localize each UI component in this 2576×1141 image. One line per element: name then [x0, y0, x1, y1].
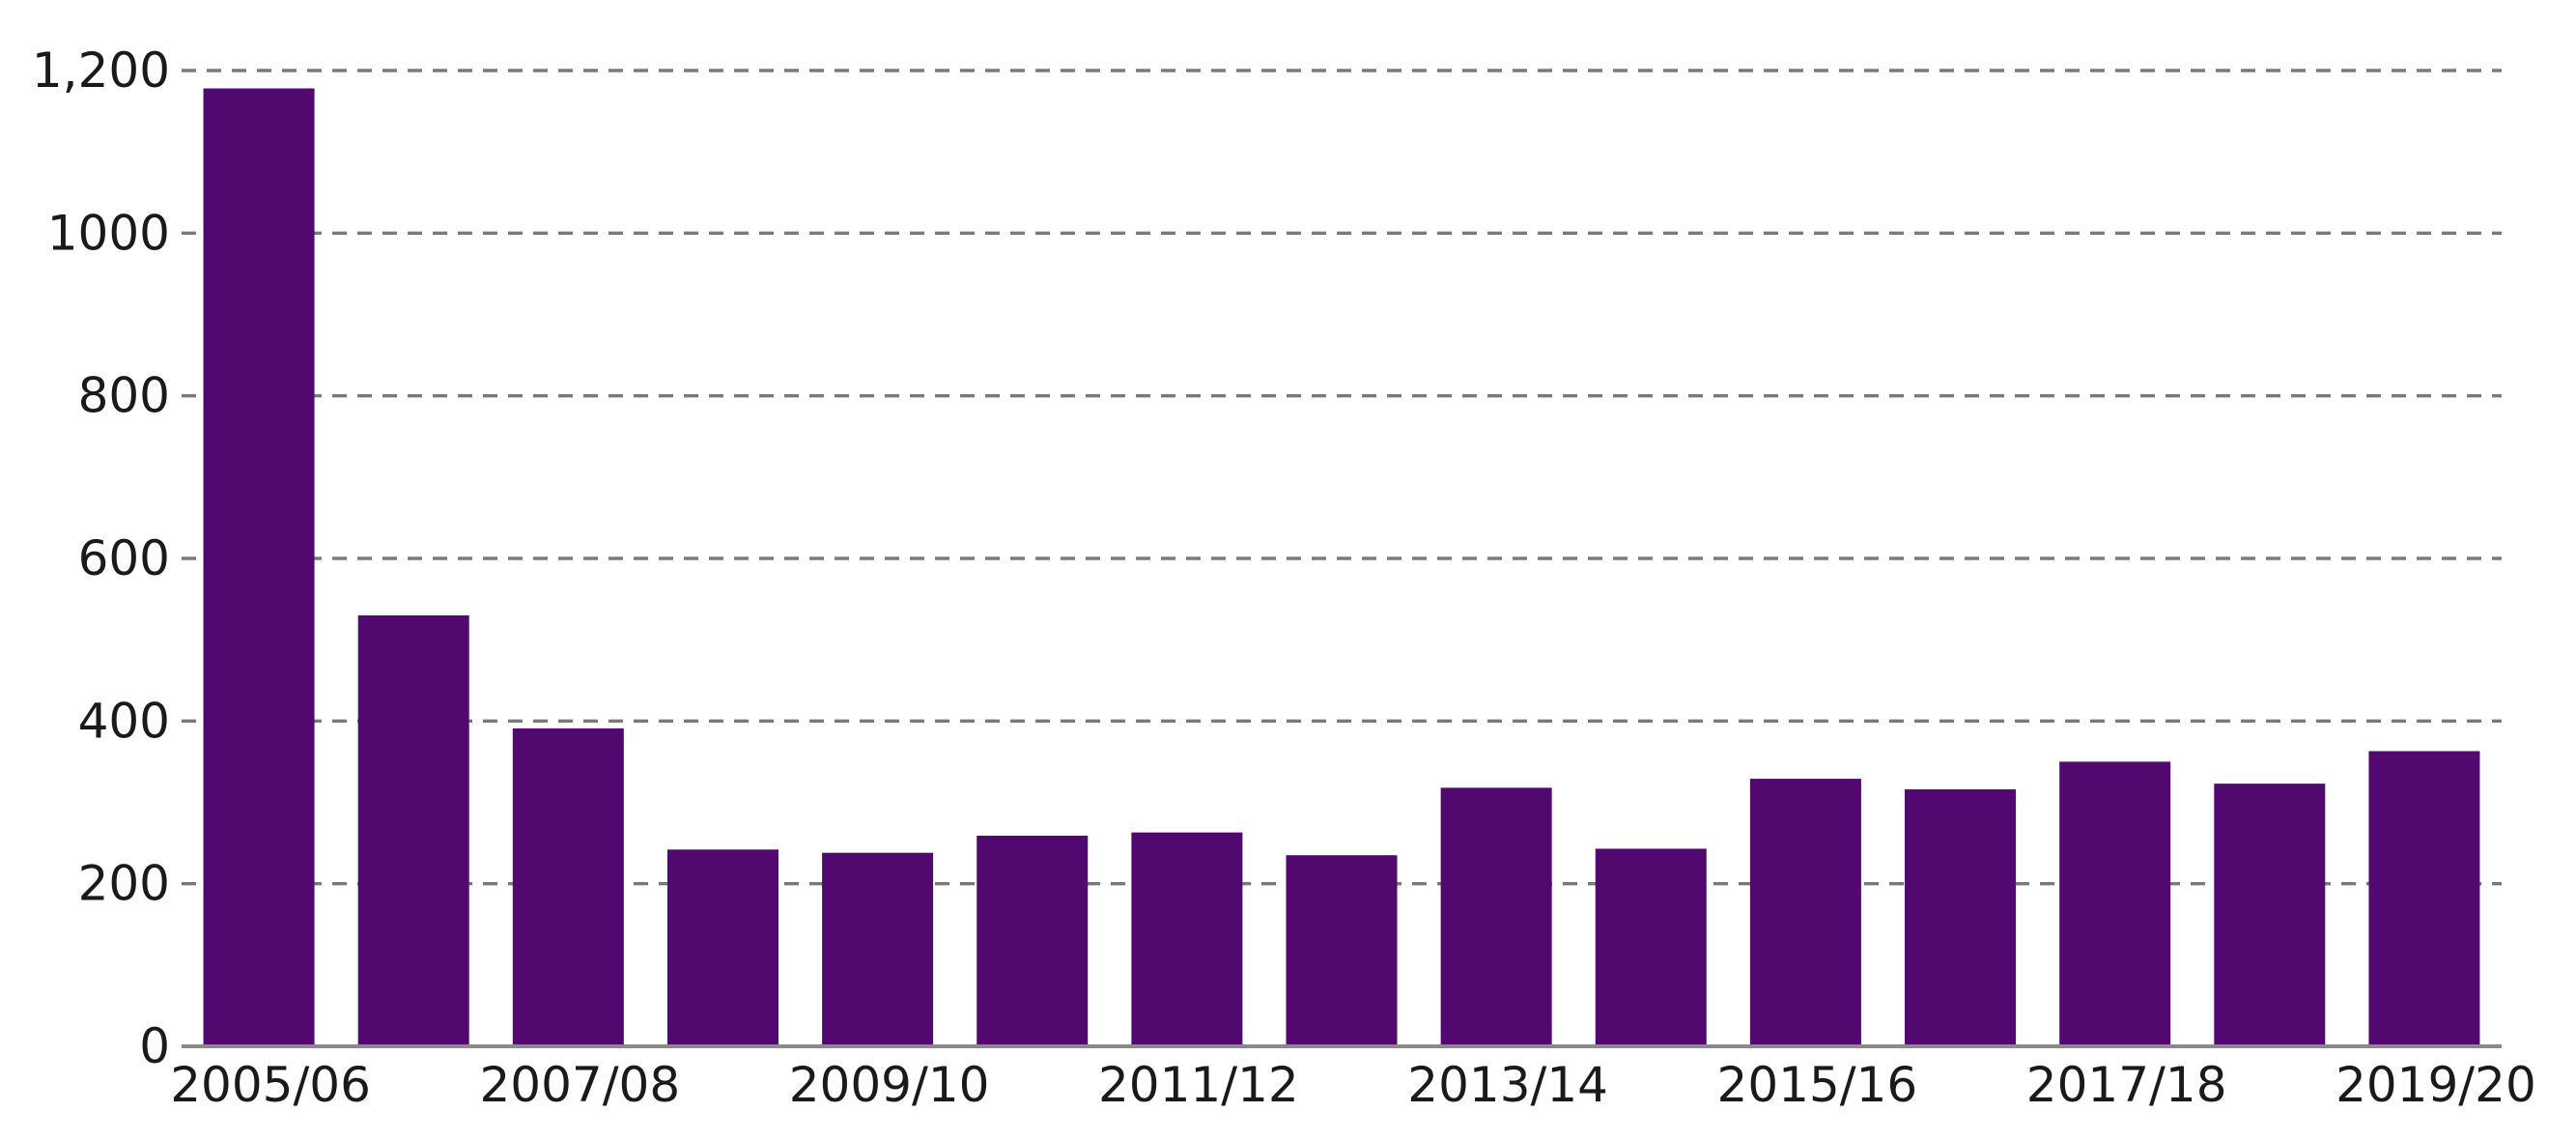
y-tick-label-200: 200 [78, 856, 170, 912]
bar-2016-17 [1905, 789, 2017, 1046]
bar-2010-11 [977, 836, 1089, 1046]
x-tick-label-2019-20: 2019/20 [2335, 1057, 2536, 1113]
y-tick-label-0: 0 [139, 1018, 170, 1074]
bar-2015-16 [1749, 779, 1861, 1046]
x-tick-label-2017-18: 2017/18 [2026, 1057, 2227, 1113]
y-tick-label-600: 600 [78, 530, 170, 586]
x-tick-label-2005-06: 2005/06 [170, 1057, 371, 1113]
bar-2014-15 [1595, 848, 1707, 1046]
y-tick-labels: 0 200 400 600 800 1000 1,200 [32, 43, 170, 1074]
bar-2017-18 [2059, 761, 2171, 1046]
x-tick-label-2007-08: 2007/08 [479, 1057, 680, 1113]
y-tick-label-400: 400 [78, 693, 170, 749]
bar-2012-13 [1286, 855, 1398, 1046]
x-tick-label-2009-10: 2009/10 [789, 1057, 990, 1113]
bar-2009-10 [822, 852, 934, 1046]
bar-2006-07 [357, 614, 469, 1046]
x-tick-label-2011-12: 2011/12 [1098, 1057, 1299, 1113]
bar-2013-14 [1440, 787, 1552, 1046]
bar-2007-08 [512, 727, 624, 1046]
x-tick-label-2015-16: 2015/16 [1717, 1057, 1918, 1113]
y-tick-label-1200: 1,200 [32, 43, 170, 99]
bar-2008-09 [666, 849, 778, 1046]
x-tick-label-2013-14: 2013/14 [1407, 1057, 1608, 1113]
y-tick-label-800: 800 [78, 368, 170, 424]
bar-2018-19 [2214, 784, 2326, 1046]
x-tick-labels: 2005/06 2007/08 2009/10 2011/12 2013/14 2015/… [170, 1057, 2536, 1113]
bar-2005-06 [203, 88, 315, 1047]
bars [203, 88, 2480, 1047]
bar-2011-12 [1131, 832, 1243, 1046]
y-tick-label-1000: 1000 [47, 205, 170, 261]
bar-2019-20 [2368, 751, 2480, 1046]
